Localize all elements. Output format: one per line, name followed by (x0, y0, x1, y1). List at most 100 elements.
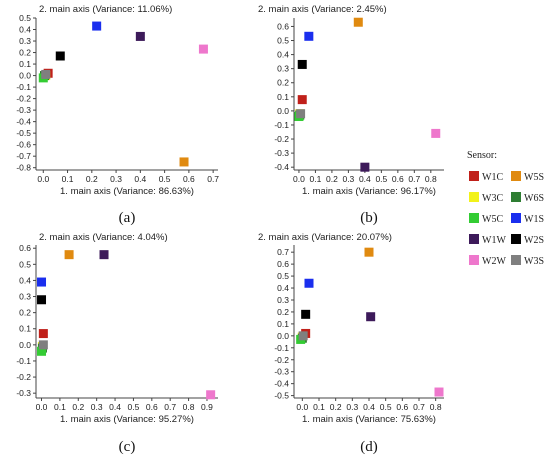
y-tick-label: 0.1 (277, 92, 289, 102)
x-tick-label: 0.2 (72, 402, 84, 412)
y-tick-label: -0.4 (274, 162, 289, 172)
x-tick-label: 0.5 (159, 174, 171, 184)
point-w2w (431, 128, 441, 138)
y-tick-label: -0.3 (16, 388, 31, 398)
point-w5s (64, 250, 74, 260)
scatter-panel: 2. main axis (Variance: 11.06%)0.50.40.3… (16, 4, 219, 226)
x-tick-label: 0.1 (313, 402, 325, 412)
x-tick-label: 0.6 (392, 174, 404, 184)
legend-label-w1c: W1C (482, 172, 503, 183)
y-tick-label: 0.2 (19, 308, 31, 318)
legend-swatch-w2s (511, 234, 521, 244)
y-tick-label: -0.5 (16, 128, 31, 138)
x-tick-label: 0.6 (396, 402, 408, 412)
y-tick-label: -0.2 (274, 134, 289, 144)
y-tick-label: 0.5 (277, 36, 289, 46)
point-w1c (38, 329, 48, 339)
x-tick-label: 0.0 (37, 174, 49, 184)
legend-label-w1w: W1W (482, 235, 506, 246)
y-tick-label: 0.3 (277, 295, 289, 305)
x-tick-label: 0.3 (342, 174, 354, 184)
x-tick-label: 0.6 (146, 402, 158, 412)
y-tick-label: -0.5 (274, 391, 289, 401)
x-axis-title: 1. main axis (Variance: 86.63%) (60, 186, 194, 197)
scatter-panel: 2. main axis (Variance: 2.45%) 0.6 0.5 0.4 0… (258, 4, 444, 226)
panel-label: (b) (360, 210, 378, 226)
x-tick-label: 0.4 (363, 402, 375, 412)
x-tick-label: 0.5 (380, 402, 392, 412)
x-tick-label: 0.9 (201, 402, 213, 412)
y-tick-label: -0.2 (16, 94, 31, 104)
point-w1w (360, 162, 370, 172)
y-tick-label: 0.0 (19, 71, 31, 81)
legend-swatch-w1s (511, 213, 521, 223)
x-tick-label: 0.5 (128, 402, 140, 412)
x-axis-title: 1. main axis (Variance: 96.17%) (302, 186, 436, 197)
y-axis-title: 2. main axis (Variance: 11.06%) (39, 4, 172, 15)
y-tick-label: -0.1 (16, 82, 31, 92)
y-axis-title: 2. main axis (Variance: 20.07%) (258, 232, 392, 243)
point-w2w (434, 387, 444, 397)
x-tick-label: 0.2 (86, 174, 98, 184)
y-tick-label: 0.6 (277, 21, 289, 31)
legend-label-w2s: W2S (524, 235, 544, 246)
scatter-panel: 2. main axis (Variance: 20.07%) 0.7 0.6 0.5… (258, 232, 444, 455)
legend-swatch-w1c (469, 171, 479, 181)
legend-label-w3s: W3S (524, 256, 544, 267)
point-w5s (353, 17, 363, 27)
point-w1s (37, 277, 47, 287)
y-tick-label: -0.4 (274, 379, 289, 389)
panel-label: (c) (119, 439, 136, 455)
x-tick-label: 0.4 (109, 402, 121, 412)
point-w2s (37, 295, 47, 305)
y-tick-label: 0.2 (277, 307, 289, 317)
y-tick-label: -0.3 (274, 367, 289, 377)
y-tick-label: 0.5 (19, 13, 31, 23)
x-tick-label: 0.0 (293, 174, 305, 184)
y-tick-label: 0.7 (277, 247, 289, 257)
x-axis-title: 1. main axis (Variance: 95.27%) (60, 414, 194, 425)
y-tick-label: 0.2 (277, 78, 289, 88)
y-tick-label: 0.1 (277, 319, 289, 329)
point-w3s (41, 69, 51, 79)
x-tick-label: 0.1 (62, 174, 74, 184)
y-tick-label: -0.1 (274, 343, 289, 353)
legend-title: Sensor: (467, 150, 497, 161)
point-w5c (37, 346, 47, 356)
point-w1s (304, 31, 314, 41)
y-tick-label: 0.5 (277, 271, 289, 281)
y-tick-label: 0.0 (277, 106, 289, 116)
point-w2s (297, 59, 307, 69)
legend-swatch-w5c (469, 213, 479, 223)
y-tick-label: 0.1 (19, 59, 31, 69)
legend-swatch-w1w (469, 234, 479, 244)
panels: 2. main axis (Variance: 11.06%) 0.5 0.4 0.3… (16, 4, 444, 455)
y-tick-label: -0.2 (16, 372, 31, 382)
point-w1w (135, 31, 145, 41)
x-tick-label: 0.2 (326, 174, 338, 184)
x-tick-label: 0.4 (359, 174, 371, 184)
x-tick-label: 0.2 (330, 402, 342, 412)
x-tick-label: 0.3 (110, 174, 122, 184)
point-w1s (92, 21, 102, 31)
x-tick-label: 0.7 (413, 402, 425, 412)
y-tick-label: 0.3 (277, 64, 289, 74)
point-w2w (198, 44, 208, 54)
x-tick-label: 0.5 (375, 174, 387, 184)
y-tick-label: -0.6 (16, 140, 31, 150)
legend-swatch-w3s (511, 255, 521, 265)
y-tick-label: 0.4 (277, 50, 289, 60)
y-tick-label: 0.0 (277, 331, 289, 341)
y-tick-label: 0.3 (19, 292, 31, 302)
legend-label-w2w: W2W (482, 256, 506, 267)
point-w3s (298, 331, 308, 341)
x-tick-label: 0.7 (164, 402, 176, 412)
panel-label: (a) (119, 210, 136, 226)
y-tick-label: 0.3 (19, 36, 31, 46)
y-tick-label: 0.1 (19, 324, 31, 334)
point-w1s (304, 278, 314, 288)
legend-swatch-w2w (469, 255, 479, 265)
x-tick-label: 0.7 (408, 174, 420, 184)
x-tick-label: 0.1 (54, 402, 66, 412)
